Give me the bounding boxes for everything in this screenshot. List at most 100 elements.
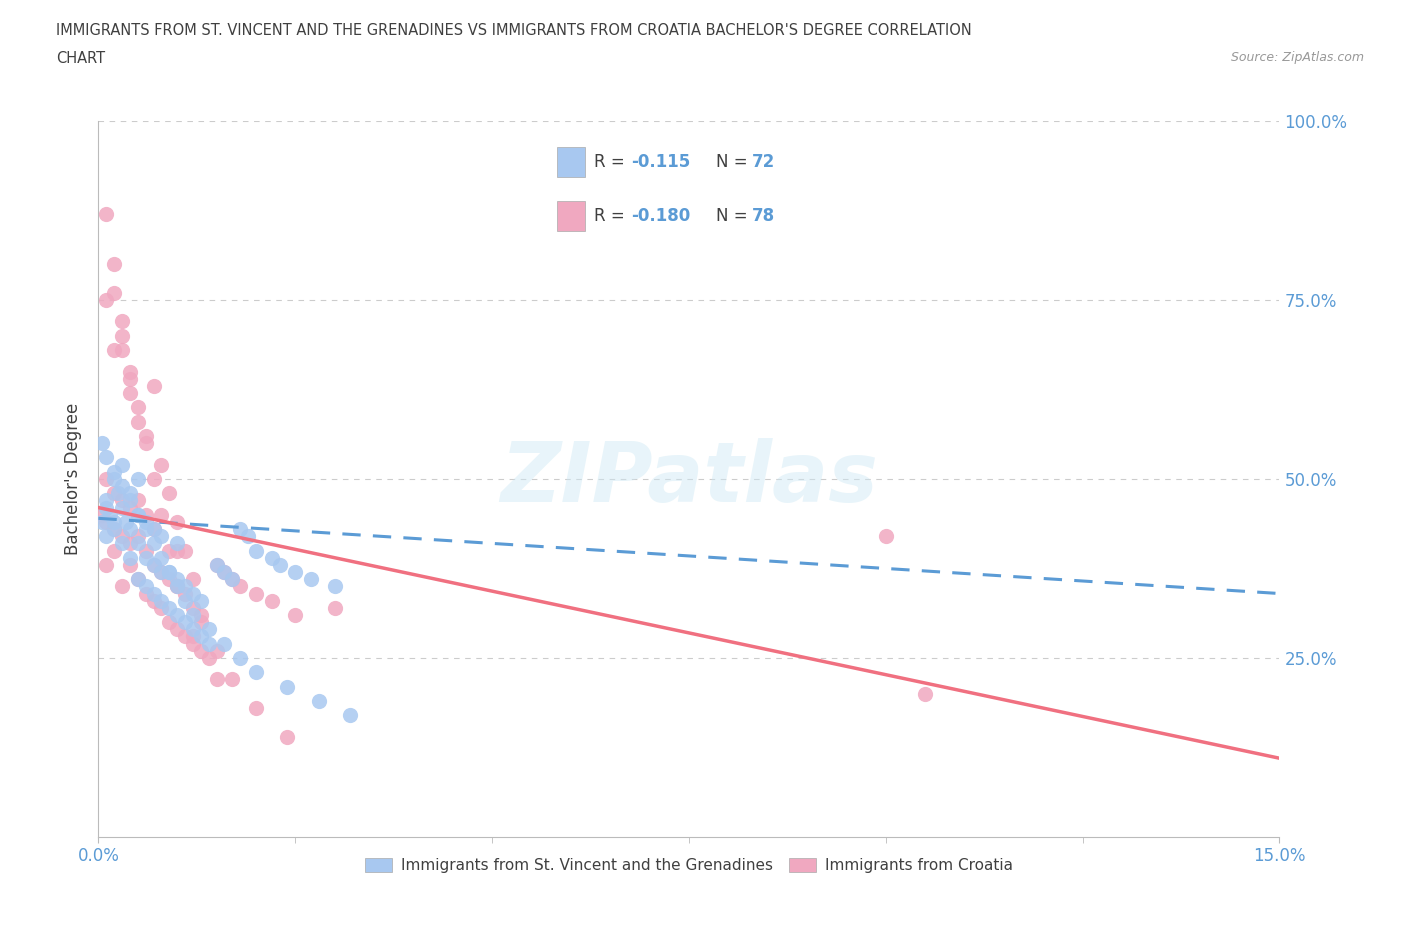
Point bbox=[103, 543, 125, 558]
Point bbox=[142, 536, 165, 551]
Point bbox=[339, 708, 361, 723]
Point bbox=[214, 636, 236, 651]
Point bbox=[229, 651, 252, 666]
Point bbox=[103, 472, 125, 486]
Point bbox=[111, 314, 134, 329]
Point bbox=[135, 522, 157, 537]
Point bbox=[197, 636, 219, 651]
Point bbox=[245, 665, 267, 680]
Point bbox=[118, 493, 141, 508]
Point bbox=[205, 557, 228, 572]
Point bbox=[118, 485, 141, 500]
Point bbox=[142, 557, 165, 572]
Point bbox=[98, 508, 121, 523]
Point bbox=[181, 636, 204, 651]
Point bbox=[166, 607, 188, 622]
Point bbox=[166, 578, 188, 594]
Point bbox=[135, 429, 157, 444]
Point bbox=[190, 629, 212, 644]
Point bbox=[245, 586, 267, 601]
Point bbox=[166, 536, 188, 551]
Point bbox=[260, 551, 283, 565]
Point bbox=[205, 672, 228, 687]
Point bbox=[190, 644, 212, 658]
Point bbox=[214, 565, 236, 579]
Point bbox=[181, 622, 204, 637]
Legend: Immigrants from St. Vincent and the Grenadines, Immigrants from Croatia: Immigrants from St. Vincent and the Gren… bbox=[359, 852, 1019, 880]
Point bbox=[157, 485, 180, 500]
Point bbox=[142, 472, 165, 486]
Point bbox=[157, 565, 180, 579]
Point bbox=[96, 529, 118, 544]
Point bbox=[118, 536, 141, 551]
Point bbox=[135, 508, 157, 523]
Point bbox=[323, 578, 346, 594]
Text: CHART: CHART bbox=[56, 51, 105, 66]
Point bbox=[150, 551, 173, 565]
Y-axis label: Bachelor's Degree: Bachelor's Degree bbox=[65, 403, 83, 555]
Point bbox=[111, 458, 134, 472]
Point bbox=[174, 578, 197, 594]
Point bbox=[142, 522, 165, 537]
Point bbox=[157, 615, 180, 630]
Point bbox=[111, 493, 134, 508]
Point bbox=[197, 622, 219, 637]
Point bbox=[111, 529, 134, 544]
Point bbox=[135, 543, 157, 558]
Point bbox=[214, 565, 236, 579]
Point bbox=[142, 586, 165, 601]
Point bbox=[174, 629, 197, 644]
Point bbox=[96, 500, 118, 515]
Point bbox=[96, 206, 118, 221]
Point bbox=[221, 672, 243, 687]
Point bbox=[142, 557, 165, 572]
Point bbox=[174, 586, 197, 601]
Point bbox=[205, 557, 228, 572]
Point bbox=[107, 485, 129, 500]
Point bbox=[111, 578, 134, 594]
Point bbox=[127, 529, 149, 544]
Point bbox=[127, 493, 149, 508]
Point bbox=[127, 472, 149, 486]
Point bbox=[229, 522, 252, 537]
Point bbox=[135, 551, 157, 565]
Point bbox=[111, 536, 134, 551]
Point bbox=[166, 622, 188, 637]
Point bbox=[96, 493, 118, 508]
Point bbox=[103, 522, 125, 537]
Point bbox=[135, 578, 157, 594]
Point bbox=[276, 679, 298, 694]
Point bbox=[127, 400, 149, 415]
Point bbox=[142, 593, 165, 608]
Point bbox=[91, 514, 114, 529]
Point bbox=[150, 508, 173, 523]
Point bbox=[103, 342, 125, 357]
Point bbox=[221, 572, 243, 587]
Point bbox=[181, 629, 204, 644]
Point bbox=[150, 601, 173, 616]
Point bbox=[127, 508, 149, 523]
Point bbox=[157, 543, 180, 558]
Point bbox=[115, 514, 138, 529]
Point bbox=[103, 485, 125, 500]
Point bbox=[174, 543, 197, 558]
Text: ZIPatlas: ZIPatlas bbox=[501, 438, 877, 520]
Point bbox=[118, 500, 141, 515]
Point bbox=[91, 508, 114, 523]
Point bbox=[135, 435, 157, 450]
Point bbox=[96, 557, 118, 572]
Point bbox=[127, 414, 149, 429]
Point bbox=[127, 572, 149, 587]
Point bbox=[229, 578, 252, 594]
Point bbox=[190, 593, 212, 608]
Point bbox=[157, 565, 180, 579]
Point bbox=[96, 450, 118, 465]
Point bbox=[118, 522, 141, 537]
Point bbox=[103, 514, 125, 529]
Point bbox=[96, 293, 118, 308]
Point bbox=[914, 686, 936, 701]
Point bbox=[111, 500, 134, 515]
Point bbox=[221, 572, 243, 587]
Point bbox=[135, 514, 157, 529]
Point bbox=[103, 257, 125, 272]
